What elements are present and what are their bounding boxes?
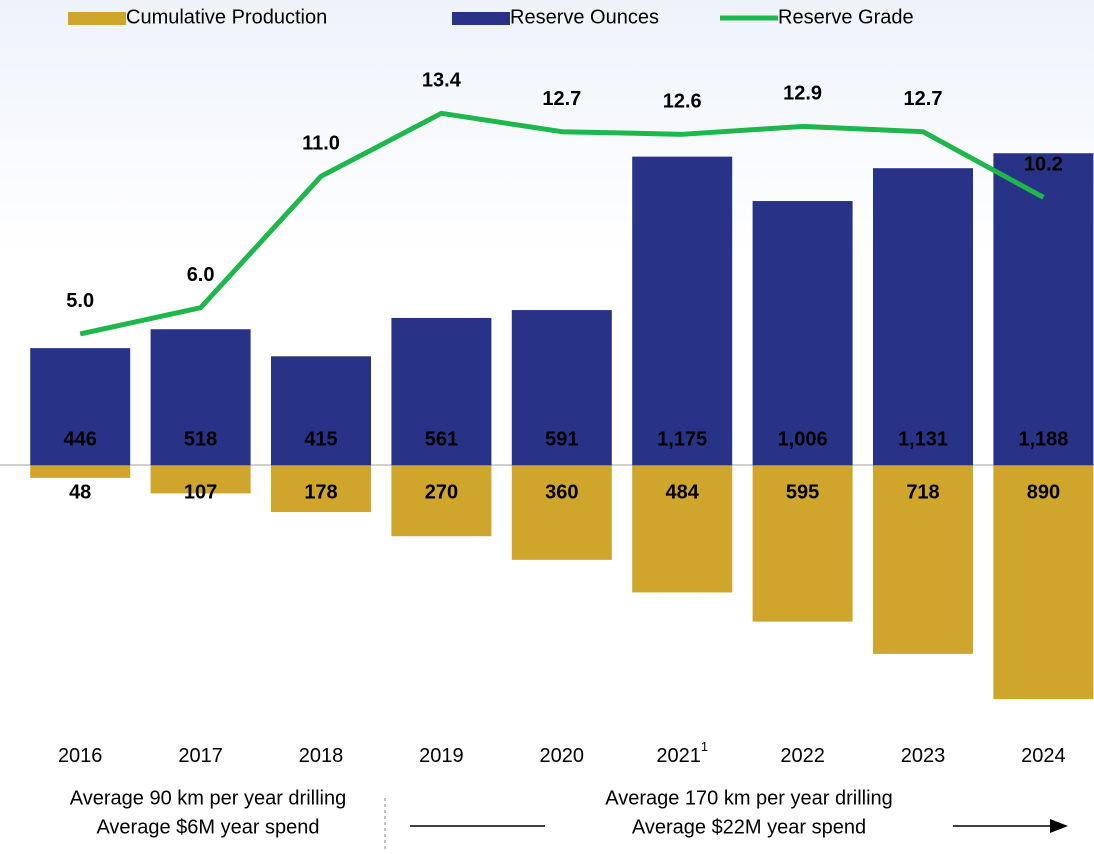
note-text: Average $22M year spend: [632, 816, 866, 838]
data-label: 270: [425, 482, 458, 504]
note-text: Average $6M year spend: [96, 816, 319, 838]
data-label: 561: [425, 429, 458, 451]
bar: [30, 348, 131, 466]
data-label: 6.0: [187, 264, 215, 286]
bar: [873, 465, 973, 654]
bar: [511, 310, 612, 466]
data-label: 13.4: [422, 70, 462, 92]
bar: [752, 201, 853, 466]
data-label: 12.7: [542, 88, 581, 110]
x-tick-text: 2023: [901, 745, 946, 767]
bar: [150, 465, 251, 494]
note-text: Average 90 km per year drilling: [70, 787, 346, 809]
x-tick-text: 2020: [540, 745, 585, 767]
x-tick-text: 2021: [656, 745, 701, 767]
data-label: 1,188: [1018, 429, 1068, 451]
x-tick-text: 2017: [178, 745, 223, 767]
x-tick-label: 2020: [540, 745, 585, 767]
data-label: 11.0: [302, 133, 340, 155]
x-tick-text: 2024: [1021, 745, 1066, 767]
bar: [271, 356, 371, 466]
note-text: Average 170 km per year drilling: [605, 787, 893, 809]
x-tick-text: 2019: [419, 745, 464, 767]
data-label: 591: [545, 429, 578, 451]
data-label: 360: [545, 482, 578, 504]
data-label: 718: [906, 482, 939, 504]
data-label: 1,131: [898, 429, 948, 451]
bar: [391, 317, 492, 466]
data-label: 178: [304, 482, 337, 504]
bar: [391, 465, 492, 537]
bar: [271, 465, 371, 513]
legend-label: Reserve Grade: [778, 6, 914, 28]
x-tick-label: 2019: [419, 745, 464, 767]
data-label: 48: [69, 482, 91, 504]
bar: [511, 465, 612, 560]
data-label: 5.0: [66, 290, 94, 312]
footnote-mark: 1: [701, 739, 708, 754]
legend-label: Cumulative Production: [126, 6, 327, 28]
data-label: 12.9: [783, 83, 822, 105]
x-tick-label: 2017: [178, 745, 223, 767]
bar: [632, 156, 733, 466]
bar: [30, 465, 131, 478]
line: [79, 110, 1045, 337]
data-label: 12.6: [663, 91, 702, 113]
x-tick-label: 2024: [1021, 745, 1066, 767]
bar: [632, 465, 733, 593]
legend-swatch: [68, 12, 126, 25]
data-label: 446: [64, 429, 97, 451]
data-label: 484: [666, 482, 700, 504]
data-label: 10.2: [1024, 154, 1063, 176]
bar: [873, 168, 973, 466]
x-tick-text: 2018: [299, 745, 344, 767]
data-label: 1,006: [778, 429, 828, 451]
data-label: 890: [1027, 482, 1060, 504]
bar: [150, 329, 251, 466]
bar: [752, 465, 853, 622]
arrow-head: [1050, 819, 1068, 833]
x-tick-text: 2016: [58, 745, 103, 767]
legend-swatch: [452, 12, 510, 25]
x-tick-label: 20211: [656, 739, 708, 767]
x-tick-label: 2022: [780, 745, 825, 767]
data-label: 595: [786, 482, 819, 504]
x-tick-label: 2016: [58, 745, 103, 767]
x-tick-text: 2022: [780, 745, 825, 767]
data-label: 1,175: [657, 429, 707, 451]
data-label: 518: [184, 429, 217, 451]
data-label: 12.7: [904, 88, 943, 110]
bar: [993, 153, 1094, 466]
data-label: 415: [304, 429, 337, 451]
legend-label: Reserve Ounces: [510, 6, 659, 28]
x-tick-label: 2023: [901, 745, 946, 767]
data-label: 107: [184, 482, 217, 504]
x-tick-label: 2018: [299, 745, 344, 767]
bar: [993, 465, 1094, 700]
